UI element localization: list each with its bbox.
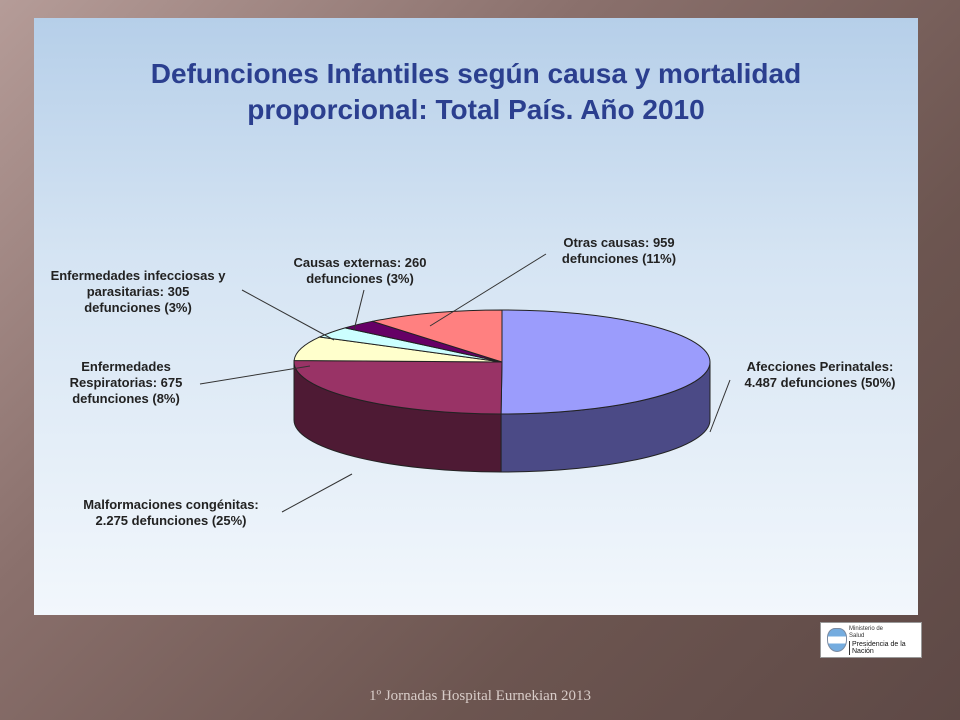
argentina-emblem-icon [827,628,847,652]
chart-title-line2: proporcional: Total País. Año 2010 [247,94,705,125]
label-infecciosas-line2: parasitarias: 305 [86,284,190,299]
label-malformaciones-line2: 2.275 defunciones (25%) [95,513,247,528]
label-infecciosas-line1: Enfermedades infecciosas y [50,268,226,283]
chart-title: Defunciones Infantiles según causa y mor… [34,56,918,128]
leader-line-externas [353,289,365,331]
ministry-line1: Ministerio de [849,626,884,632]
ministry-logo: Ministerio de Salud Presidencia de la Na… [820,622,922,658]
leader-line-infecciosas [241,289,335,341]
label-respiratorias-line3: defunciones (8%) [72,391,180,406]
footer-text: 1º Jornadas Hospital Eurnekian 2013 [368,688,592,704]
pie-slice-perinatales [500,309,711,415]
label-infecciosas: Enfermedades infecciosas y parasitarias:… [38,268,238,316]
label-otras-line2: defunciones (11%) [561,251,677,266]
ministry-line2: Salud [849,633,865,639]
pie-slice-otras [372,309,503,363]
pie-chart [199,253,731,513]
label-infecciosas-line3: defunciones (3%) [84,300,192,315]
slide-panel: Defunciones Infantiles según causa y mor… [34,18,918,615]
label-otras-line1: Otras causas: 959 [563,235,675,250]
label-malformaciones: Malformaciones congénitas: 2.275 defunci… [76,497,266,529]
label-respiratorias-line1: Enfermedades [81,359,171,374]
label-malformaciones-line1: Malformaciones congénitas: [83,497,259,512]
leader-line-otras [429,253,547,327]
label-respiratorias: Enfermedades Respiratorias: 675 defuncio… [56,359,196,407]
label-externas-line2: defunciones (3%) [306,271,414,286]
label-otras: Otras causas: 959 defunciones (11%) [544,235,694,267]
leader-line-malformaciones [281,473,353,513]
chart-title-line1: Defunciones Infantiles según causa y mor… [150,58,802,89]
label-perinatales-line2: 4.487 defunciones (50%) [744,375,896,390]
pie-slice-malformaciones [293,359,503,415]
ministry-name: Ministerio de Salud [849,626,883,640]
leader-line-respiratorias [199,365,311,385]
label-externas-line1: Causas externas: 260 [293,255,427,270]
pie-slice-respiratorias [293,336,503,363]
label-perinatales-line1: Afecciones Perinatales: [746,359,894,374]
leader-line-perinatales [709,379,731,433]
presidency-name: Presidencia de la Nación [849,641,921,655]
label-externas: Causas externas: 260 defunciones (3%) [280,255,440,287]
label-perinatales: Afecciones Perinatales: 4.487 defuncione… [728,359,912,391]
label-respiratorias-line2: Respiratorias: 675 [69,375,183,390]
